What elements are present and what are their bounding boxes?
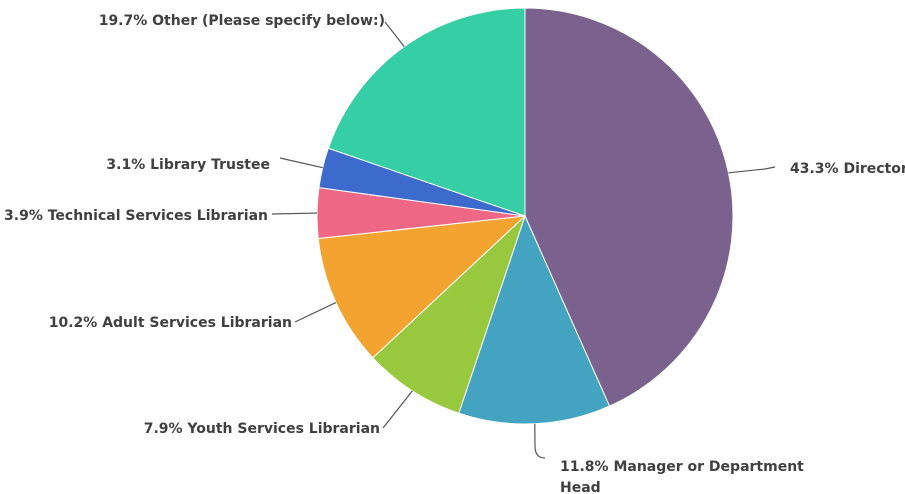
pie-slice-adult-services-librarian <box>317 215 527 359</box>
leader-line <box>534 423 546 459</box>
pie-slice-manager-or-department-head <box>458 214 611 425</box>
data-label: 3.9% Technical Services Librarian <box>4 208 268 224</box>
data-label: 3.1% Library Trustee <box>106 157 270 173</box>
pie-slice-other-please-specify-below <box>327 7 526 217</box>
leader-line <box>384 21 405 48</box>
data-label: 11.8% Manager or Department Head <box>560 459 804 494</box>
data-labels: 43.3% Director 11.8% Manager or Departmen… <box>4 13 905 494</box>
leader-lines <box>271 21 776 459</box>
leader-line <box>271 212 318 215</box>
leader-line <box>382 390 413 429</box>
pie-slices <box>316 7 734 425</box>
leader-line <box>294 302 337 323</box>
data-label: 10.2% Adult Services Librarian <box>49 315 292 331</box>
data-label: 19.7% Other (Please specify below:) <box>99 13 385 29</box>
leader-line <box>279 157 323 169</box>
pie-slice-youth-services-librarian <box>372 215 526 414</box>
data-label: 43.3% Director <box>790 161 905 177</box>
data-label: 7.9% Youth Services Librarian <box>144 421 380 437</box>
leader-line <box>728 166 776 174</box>
